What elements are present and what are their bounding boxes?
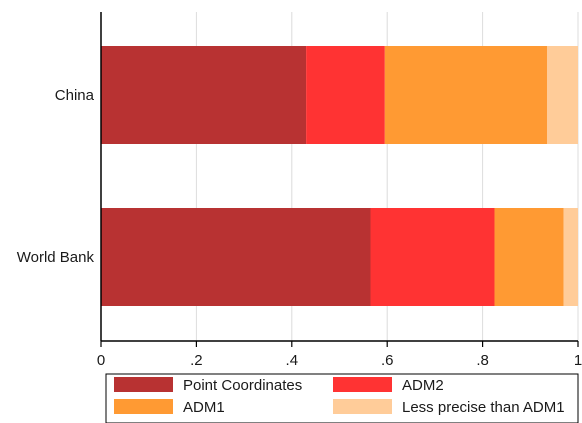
x-tick-label-8: .8: [476, 352, 489, 369]
category-label-world-bank: World Bank: [17, 249, 95, 266]
bar-china-adm2: [306, 46, 385, 144]
category-label-china: China: [55, 87, 95, 104]
legend-label-adm2: ADM2: [402, 377, 444, 394]
bar-world-bank-less-precise-than-adm1: [563, 208, 578, 306]
legend-swatch-point-coordinates: [114, 377, 173, 392]
x-tick-label-6: .6: [381, 352, 394, 369]
axes: [100, 12, 578, 342]
bars: [101, 46, 578, 306]
bar-china-adm1: [384, 46, 547, 144]
legend: Point Coordinates ADM2 ADM1 Less precise th…: [105, 373, 579, 423]
x-tick-label-2: .2: [190, 352, 203, 369]
bar-china-point-coordinates: [101, 46, 307, 144]
legend-label-point-coordinates: Point Coordinates: [183, 377, 302, 394]
legend-swatch-adm2: [333, 377, 392, 392]
x-axis-ticks: 0 .2 .4 .6 .8 1: [97, 341, 582, 369]
bar-world-bank-adm1: [494, 208, 564, 306]
bar-world-bank-point-coordinates: [101, 208, 371, 306]
legend-swatch-adm1: [114, 399, 173, 414]
legend-label-less-precise-than-adm1: Less precise than ADM1: [402, 399, 565, 416]
bar-world-bank-adm2: [370, 208, 495, 306]
x-tick-label-0: 0: [97, 352, 105, 369]
x-tick-label-4: .4: [286, 352, 299, 369]
legend-swatch-less-precise-than-adm1: [333, 399, 392, 414]
legend-label-adm1: ADM1: [183, 399, 225, 416]
category-labels: China World Bank: [17, 87, 95, 266]
x-tick-label-1: 1: [574, 352, 582, 369]
bar-china-less-precise-than-adm1: [546, 46, 578, 144]
